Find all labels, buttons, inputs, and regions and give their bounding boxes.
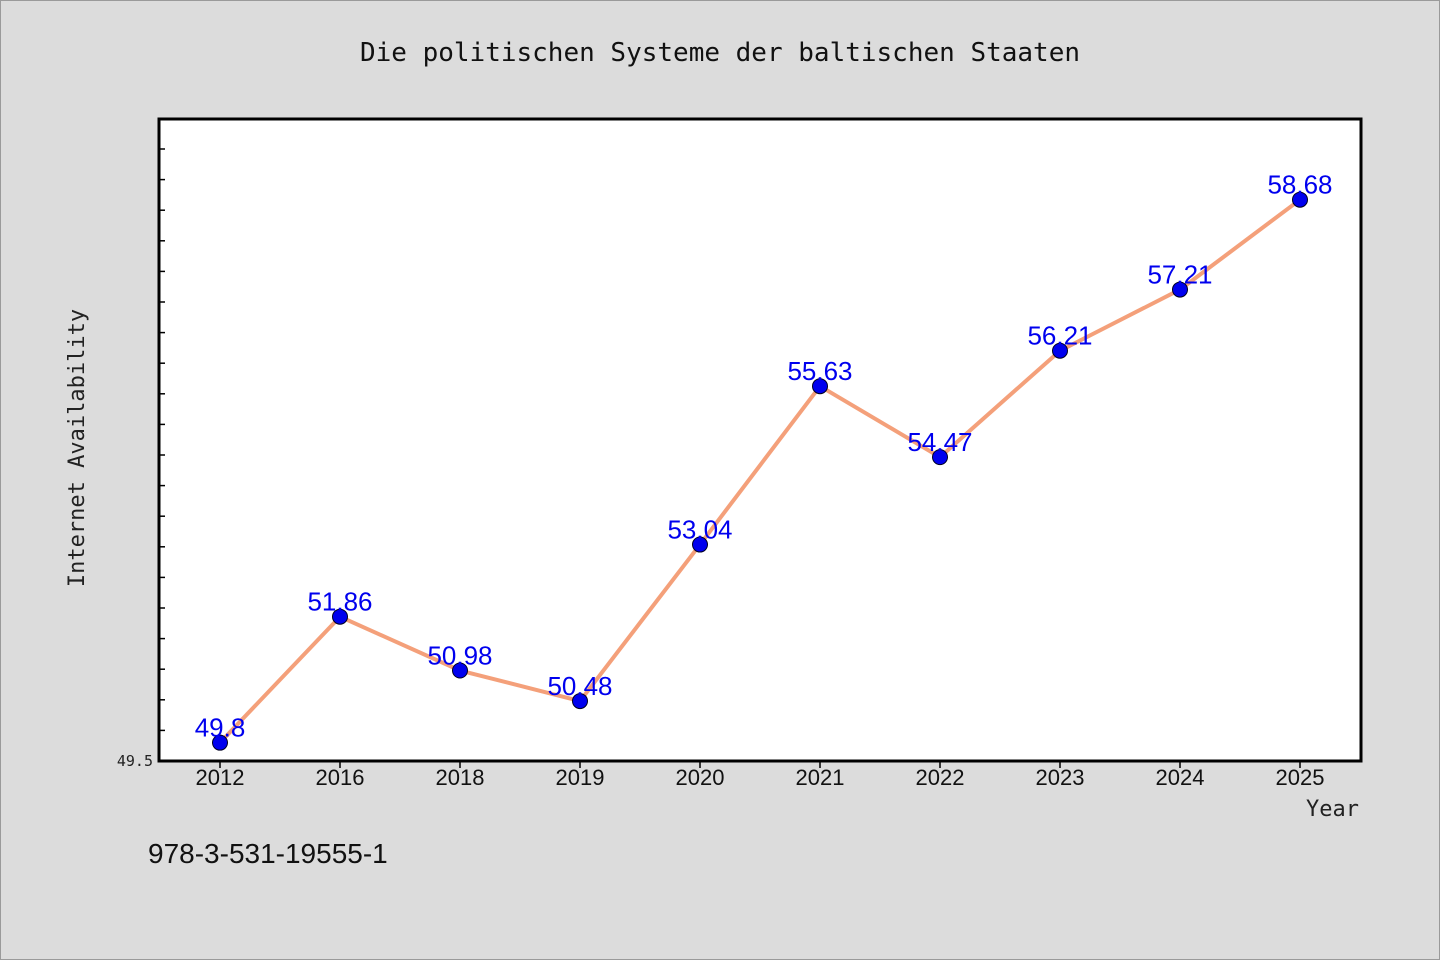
data-point [692,536,708,553]
data-point [452,662,468,679]
data-point [812,378,828,395]
x-tick-label: 2023 [1036,765,1085,790]
data-label: 58.68 [1267,170,1332,200]
data-label: 49.8 [195,713,246,743]
data-label: 50.48 [547,671,612,701]
series-data-labels: 49.8 51.86 50.98 50.48 53.04 55.63 54.47 56.21 5… [195,170,1333,743]
x-tick-label: 2022 [916,765,965,790]
x-axis-ticks [219,761,1301,768]
x-axis-tick-labels: 2012 2016 2018 2019 2020 2021 2022 2023 2024 2025 [196,765,1325,790]
data-point [1052,342,1068,359]
data-point [572,693,588,710]
plot-area [157,117,1363,763]
y-axis-label: Internet Availability [65,309,90,587]
data-label: 55.63 [787,356,852,386]
x-tick-label: 2025 [1276,765,1325,790]
data-point [1172,281,1188,298]
x-tick-label: 2024 [1156,765,1205,790]
series-markers [212,191,1308,751]
footnote-isbn: 978-3-531-19555-1 [148,838,388,869]
x-axis-label: Year [1306,797,1359,822]
data-point [332,608,348,625]
x-tick-label: 2018 [436,765,485,790]
chart-title: Die politischen Systeme der baltischen S… [360,38,1080,68]
series-line [218,197,1302,745]
data-point [932,449,948,466]
x-tick-label: 2021 [796,765,845,790]
data-point [212,734,228,751]
x-tick-label: 2019 [556,765,605,790]
x-tick-label: 2020 [676,765,725,790]
x-tick-label: 2012 [196,765,245,790]
y-axis-min-label: 49.5 [117,752,153,770]
data-label: 56.21 [1027,321,1092,351]
data-label: 57.21 [1147,260,1212,290]
data-point [1292,191,1308,208]
x-tick-label: 2016 [316,765,365,790]
data-label: 51.86 [307,587,372,617]
data-label: 53.04 [667,515,732,545]
data-label: 54.47 [907,427,972,457]
y-axis-ticks [159,148,165,762]
data-label: 50.98 [427,641,492,671]
